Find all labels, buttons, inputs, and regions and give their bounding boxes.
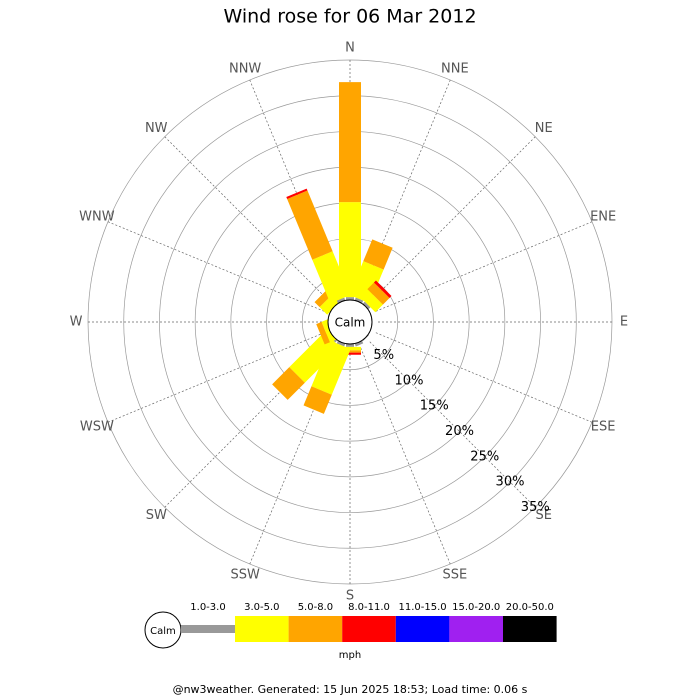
bar-segment [289, 331, 341, 383]
legend-swatch [503, 616, 557, 642]
bar-segment [286, 188, 308, 199]
legend-label: 1.0-3.0 [190, 602, 225, 613]
ring-label: 30% [496, 475, 525, 490]
ring-label: 35% [521, 500, 550, 515]
legend-label: 8.0-11.0 [348, 602, 390, 613]
bar-segment [316, 321, 330, 345]
spoke [164, 136, 331, 303]
direction-label: ESE [591, 419, 616, 434]
spoke [375, 221, 593, 312]
legend-swatch [449, 616, 503, 642]
ring-label: 15% [420, 399, 449, 414]
direction-label: NNE [441, 61, 469, 76]
ring-label: 25% [470, 449, 499, 464]
direction-label: SE [536, 508, 552, 523]
spoke [107, 221, 325, 312]
bar-segment [287, 190, 333, 260]
bar-segment [367, 282, 390, 305]
legend-unit: mph [339, 650, 361, 661]
ring-label: 20% [445, 424, 474, 439]
direction-label: WNW [79, 210, 115, 225]
direction-label: W [70, 315, 83, 330]
legend-label: 15.0-20.0 [452, 602, 500, 613]
bar-segment [272, 367, 305, 400]
legend-swatch [342, 616, 396, 642]
spoke [249, 79, 340, 297]
bar-segment [339, 202, 361, 298]
legend-label: 20.0-50.0 [506, 602, 554, 613]
footer: @nw3weather. Generated: 15 Jun 2025 18:5… [173, 683, 528, 696]
bar-segment [311, 340, 351, 395]
bar-segment [373, 280, 392, 299]
direction-label: ENE [590, 210, 616, 225]
direction-label: E [620, 315, 628, 330]
direction-label: S [346, 589, 354, 604]
spoke [369, 341, 536, 508]
direction-label: SSW [230, 568, 260, 583]
bar-segment [312, 251, 351, 304]
direction-label: WSW [80, 419, 114, 434]
legend-swatch [181, 625, 235, 633]
legend-label: 11.0-15.0 [399, 602, 447, 613]
ring-label: 5% [373, 348, 394, 363]
bar-segment [339, 82, 361, 203]
spoke [360, 347, 451, 565]
spoke [107, 332, 325, 423]
legend-label: 3.0-5.0 [244, 602, 279, 613]
legend-swatch [288, 616, 343, 642]
direction-label: SW [146, 508, 167, 523]
legend-label: 5.0-8.0 [298, 602, 333, 613]
direction-label: N [345, 41, 355, 56]
chart-title: Wind rose for 06 Mar 2012 [223, 6, 476, 28]
bar-segment [349, 261, 384, 304]
bar-segment [303, 386, 332, 414]
legend-swatch [235, 616, 289, 642]
direction-label: NW [145, 121, 168, 136]
calm-circle [327, 299, 373, 345]
calm-label: Calm [335, 316, 366, 330]
ring-label: 10% [395, 373, 424, 388]
direction-label: NNW [229, 61, 261, 76]
spoke [369, 136, 536, 303]
spoke [249, 347, 340, 565]
legend-swatch [395, 616, 450, 642]
direction-label: SSE [442, 568, 467, 583]
bar-segment [363, 239, 393, 270]
spoke [164, 341, 331, 508]
spoke [360, 79, 451, 297]
legend-calm-label: Calm [150, 626, 176, 637]
direction-label: NE [535, 121, 553, 136]
spoke [375, 332, 593, 423]
bar-segment [359, 289, 383, 313]
